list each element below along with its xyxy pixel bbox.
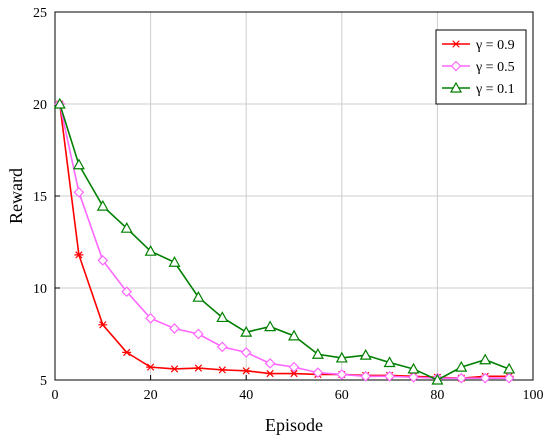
series-line (59, 103, 510, 381)
legend-marker (449, 81, 463, 93)
data-point (455, 360, 468, 372)
data-point (503, 372, 515, 384)
series-group (53, 97, 516, 385)
legend-label: γ = 0.9 (475, 38, 515, 53)
data-point (359, 348, 372, 360)
data-point (217, 366, 227, 374)
x-tick-label: 0 (52, 388, 59, 403)
data-point (216, 341, 228, 353)
data-point (312, 367, 324, 378)
legend-marker (450, 60, 462, 72)
legend-label: γ = 0.1 (475, 82, 515, 97)
y-tick-label: 20 (33, 98, 47, 113)
data-point (98, 321, 108, 329)
data-point (146, 363, 156, 371)
data-point (240, 347, 252, 358)
data-point (264, 358, 276, 369)
series-1 (55, 100, 514, 382)
data-point (170, 365, 179, 373)
data-point (384, 370, 395, 382)
data-point (193, 364, 203, 372)
data-point (144, 244, 157, 256)
data-point (264, 320, 277, 332)
y-tick-label: 5 (40, 374, 47, 389)
data-point (335, 351, 348, 363)
data-point (360, 370, 372, 382)
series-line (58, 103, 510, 379)
data-point (288, 361, 300, 373)
data-point (311, 348, 324, 359)
data-point (383, 356, 396, 368)
data-point (169, 323, 180, 334)
axis-ticks: 0 20 40 60 80 100 5 10 15 20 25 (33, 6, 544, 403)
data-point (193, 328, 204, 340)
data-point (407, 362, 420, 374)
y-tick-label: 25 (33, 6, 47, 21)
data-point (240, 325, 253, 337)
data-point (97, 255, 109, 266)
data-point (72, 158, 85, 170)
data-point (121, 286, 133, 298)
x-tick-label: 60 (335, 388, 349, 403)
data-point (479, 372, 491, 384)
data-point (53, 97, 66, 109)
data-point (265, 369, 275, 378)
data-point (192, 290, 205, 302)
data-point (289, 369, 299, 378)
data-point (73, 186, 85, 198)
data-point (431, 373, 444, 385)
y-axis-title: Reward (6, 168, 26, 224)
data-point (408, 371, 419, 383)
legend-label: γ = 0.5 (475, 60, 515, 75)
series-3 (53, 97, 516, 385)
data-point (241, 367, 251, 375)
data-point (479, 353, 492, 365)
x-tick-label: 40 (239, 388, 253, 403)
data-point (96, 199, 109, 211)
y-tick-label: 15 (33, 190, 47, 205)
series-2 (54, 98, 515, 384)
y-tick-label: 10 (33, 282, 47, 297)
data-point (122, 348, 132, 357)
data-point (216, 311, 229, 323)
x-tick-label: 80 (430, 388, 444, 403)
data-point (168, 256, 181, 267)
data-point (120, 221, 133, 233)
data-point (455, 372, 467, 384)
data-point (287, 329, 301, 341)
legend-marker (451, 40, 461, 48)
x-tick-label: 100 (523, 388, 544, 403)
x-axis-title: Episode (265, 415, 323, 435)
data-point (336, 369, 348, 380)
x-tick-label: 20 (144, 388, 158, 403)
data-point (145, 313, 156, 324)
data-point (74, 251, 84, 259)
series-line (58, 103, 510, 379)
legend: γ = 0.9 γ = 0.5 γ = 0.1 (435, 29, 527, 105)
data-point (503, 362, 516, 374)
